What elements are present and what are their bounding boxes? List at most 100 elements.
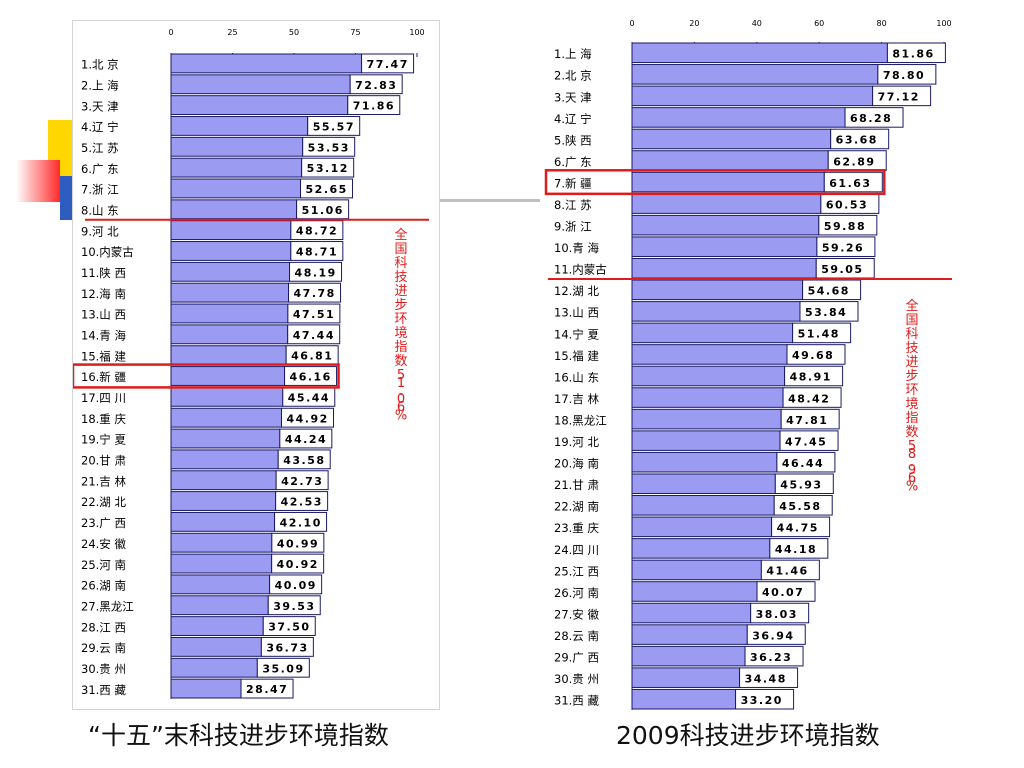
right-value-label-box <box>739 667 799 688</box>
left-value-label-box <box>260 636 314 657</box>
left-value-label-box <box>349 74 403 95</box>
left-value-label-box <box>307 116 361 136</box>
left-bar <box>170 53 363 74</box>
left-value-label: 47.78 <box>294 287 336 300</box>
left-category-label: 22.湖 北 <box>81 495 126 509</box>
right-value-label: 34.48 <box>745 672 787 685</box>
left-annotation: 全国科技进步环境指数 5 1. 0 6% <box>394 227 407 423</box>
left-bar <box>170 386 284 407</box>
left-category-label: 28.江 西 <box>81 620 126 634</box>
right-bar <box>631 171 825 193</box>
left-category-label: 6.广 东 <box>81 162 119 176</box>
right-bar <box>631 451 778 473</box>
left-bar <box>170 657 258 678</box>
left-value-label: 55.57 <box>313 121 355 134</box>
right-value-label-box <box>750 602 810 624</box>
left-value-label-box <box>287 303 341 324</box>
right-value-label: 36.94 <box>752 629 794 642</box>
left-bar <box>170 449 279 470</box>
decor-blue-bar <box>60 176 72 220</box>
left-category-label: 26.湖 南 <box>81 579 126 593</box>
left-category-label: 4.辽 宁 <box>81 120 119 134</box>
left-value-label: 46.16 <box>290 371 332 384</box>
right-bar <box>631 128 832 150</box>
right-value-label-box <box>792 322 852 344</box>
right-value-label: 48.42 <box>788 392 830 405</box>
right-category-label: 27.安 徽 <box>554 607 599 621</box>
left-bar <box>170 532 273 553</box>
right-category-label: 5.陕 西 <box>554 133 592 147</box>
left-value-label: 47.51 <box>293 308 335 321</box>
left-x-tick-label: 100 <box>409 28 424 37</box>
left-value-label: 44.24 <box>285 433 327 446</box>
left-category-label: 7.浙 江 <box>81 183 119 197</box>
left-value-label: 42.10 <box>280 516 322 529</box>
left-value-label: 46.81 <box>291 350 333 363</box>
right-category-label: 10.青 海 <box>554 241 599 255</box>
left-category-label: 16.新 疆 <box>81 370 126 384</box>
left-x-tick-label: 75 <box>350 28 360 37</box>
left-bar <box>170 574 271 595</box>
left-x-tick-label: 50 <box>289 28 299 37</box>
left-category-label: 1.北 京 <box>81 58 119 72</box>
right-category-label: 25.江 西 <box>554 564 599 578</box>
left-category-label: 29.云 南 <box>81 641 126 655</box>
right-value-label: 49.68 <box>792 349 834 362</box>
right-bar <box>631 279 804 301</box>
left-value-label: 48.71 <box>296 246 338 259</box>
right-value-label-box <box>774 473 834 495</box>
right-bar <box>631 301 801 322</box>
right-value-label: 59.88 <box>824 220 866 233</box>
right-bar <box>631 85 874 107</box>
right-bar <box>631 581 758 602</box>
right-category-label: 24.四 川 <box>554 543 599 557</box>
left-value-label-box <box>271 532 325 553</box>
right-bar-chart: 0 20 40 60 80 100 81.86 1.上 海 78.80 2.北 京 77.12 3.天… <box>544 19 952 710</box>
right-value-label-box <box>830 128 890 150</box>
right-value-label: 77.12 <box>878 91 920 104</box>
right-category-label: 29.广 西 <box>554 651 599 665</box>
right-bar <box>631 559 762 581</box>
right-chart-caption: 2009科技进步环境指数 <box>616 721 880 750</box>
right-value-label-box <box>784 365 844 387</box>
right-bar <box>631 236 818 257</box>
left-value-label: 37.50 <box>268 621 310 634</box>
right-category-label: 8.江 苏 <box>554 198 592 212</box>
left-category-label: 5.江 苏 <box>81 141 119 155</box>
left-bar <box>170 95 349 116</box>
right-category-label: 16.山 东 <box>554 370 599 384</box>
left-value-label-box <box>279 428 333 449</box>
left-value-label: 35.09 <box>262 662 304 675</box>
right-category-label: 2.北 京 <box>554 69 592 83</box>
left-value-label: 28.47 <box>246 683 288 696</box>
left-x-tick-label: 0 <box>168 28 173 37</box>
left-bar <box>170 407 283 428</box>
right-category-label: 17.吉 林 <box>554 392 599 406</box>
decor-red-gradient <box>16 160 60 202</box>
left-value-label: 45.44 <box>288 391 330 404</box>
left-category-label: 9.河 北 <box>81 224 119 238</box>
right-category-label: 9.浙 江 <box>554 220 592 234</box>
right-category-label: 21.甘 肃 <box>554 478 599 492</box>
right-value-label: 36.23 <box>750 651 792 664</box>
right-value-label-box <box>816 236 876 257</box>
right-value-label: 47.81 <box>786 414 828 427</box>
right-category-label: 12.湖 北 <box>554 284 599 298</box>
right-bar <box>631 624 748 645</box>
right-value-label: 45.58 <box>779 500 821 513</box>
left-bar <box>170 157 303 178</box>
right-value-label-box <box>844 107 904 128</box>
right-value-label-box <box>786 344 846 365</box>
left-bar <box>170 303 289 324</box>
right-value-label-box <box>744 645 804 667</box>
left-category-label: 3.天 津 <box>81 99 119 113</box>
right-category-label: 23.重 庆 <box>554 521 599 535</box>
left-category-label: 15.福 建 <box>81 349 126 363</box>
right-value-label: 46.44 <box>782 457 824 470</box>
right-category-label: 13.山 西 <box>554 306 599 320</box>
right-category-label: 11.内蒙古 <box>554 263 607 277</box>
right-value-label: 63.68 <box>836 134 878 147</box>
right-category-label: 3.天 津 <box>554 90 592 104</box>
right-value-label-box <box>779 430 839 451</box>
left-value-label: 53.12 <box>307 162 349 175</box>
